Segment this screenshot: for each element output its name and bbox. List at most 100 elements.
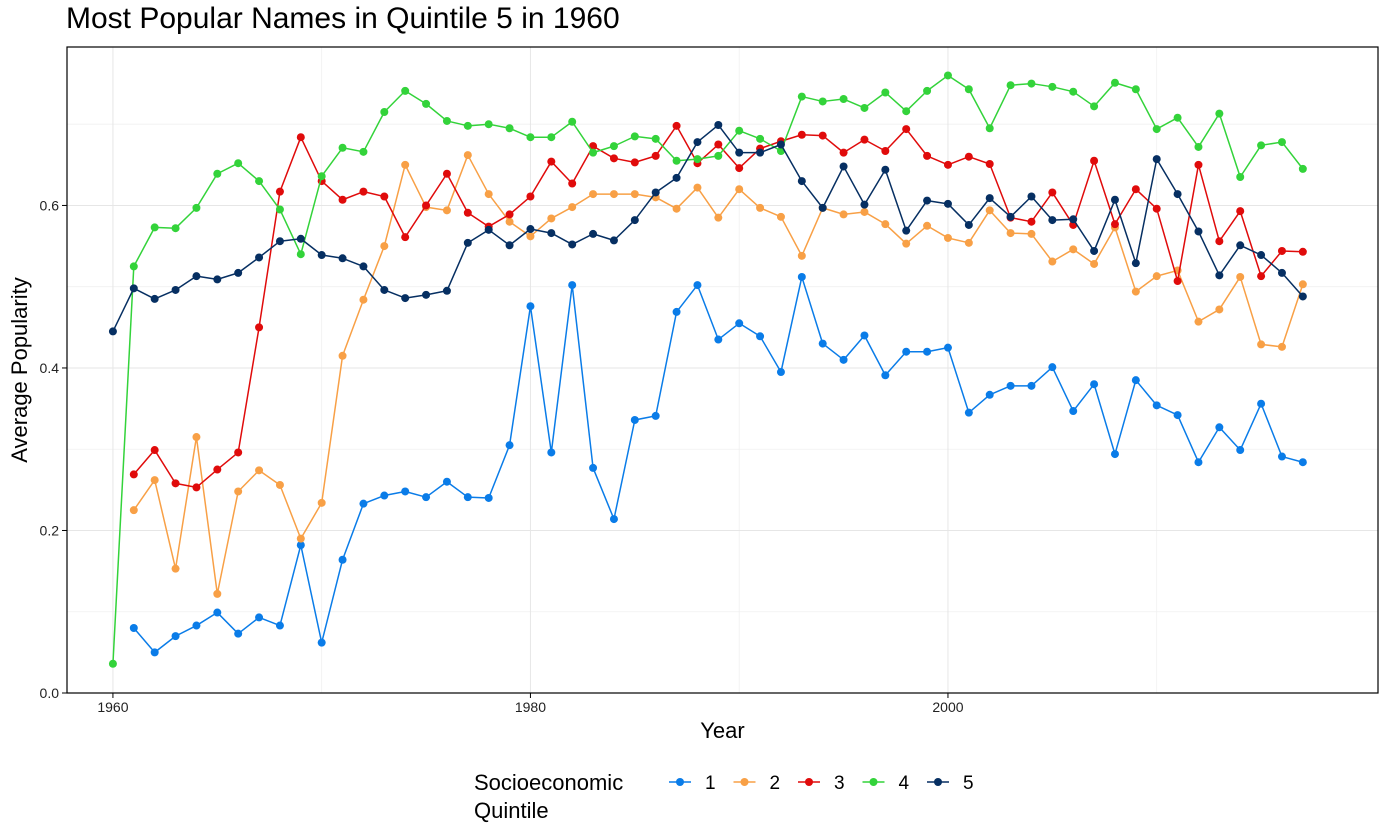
data-point: [818, 203, 827, 212]
data-point: [1027, 229, 1036, 238]
data-point: [213, 169, 222, 178]
data-point: [756, 148, 765, 157]
data-point: [714, 335, 723, 344]
data-point: [1152, 272, 1161, 281]
data-point: [422, 290, 431, 299]
data-point: [1069, 245, 1078, 254]
data-point: [1152, 125, 1161, 134]
data-point: [171, 224, 180, 233]
data-point: [1194, 458, 1203, 467]
data-point: [255, 323, 264, 332]
legend-label: 4: [899, 773, 910, 794]
data-point: [568, 117, 577, 126]
series-2: [129, 151, 1307, 598]
data-point: [651, 188, 660, 197]
legend-label: 2: [770, 773, 781, 794]
data-point: [359, 499, 368, 508]
data-point: [1194, 317, 1203, 326]
data-point: [255, 177, 264, 186]
data-point: [860, 200, 869, 209]
data-point: [985, 194, 994, 203]
data-point: [338, 143, 347, 152]
legend-label: 1: [705, 773, 716, 794]
data-point: [985, 206, 994, 215]
data-point: [484, 225, 493, 234]
data-point: [672, 307, 681, 316]
legend-item-1: 1: [669, 773, 716, 794]
data-point: [296, 234, 305, 243]
legend-item-4: 4: [862, 773, 910, 794]
data-point: [1277, 138, 1286, 147]
data-point: [797, 251, 806, 260]
data-point: [192, 621, 201, 630]
data-point: [630, 158, 639, 167]
data-point: [380, 192, 389, 201]
data-point: [275, 621, 284, 630]
data-point: [797, 177, 806, 186]
data-point: [651, 411, 660, 420]
data-point: [589, 190, 598, 199]
data-point: [1215, 305, 1224, 314]
data-point: [338, 254, 347, 263]
data-point: [213, 608, 222, 617]
legend-title-line: Quintile: [474, 798, 549, 823]
data-point: [401, 233, 410, 242]
data-point: [1006, 229, 1015, 238]
data-point: [735, 126, 744, 135]
y-tick-label: 0.0: [40, 685, 60, 701]
data-point: [693, 281, 702, 290]
data-point: [442, 286, 451, 295]
x-axis-title: Year: [700, 718, 744, 743]
data-point: [1298, 280, 1307, 289]
data-point: [380, 491, 389, 500]
data-point: [1194, 142, 1203, 151]
data-point: [693, 155, 702, 164]
grid-lines: [67, 47, 1378, 694]
data-point: [714, 121, 723, 130]
data-point: [359, 295, 368, 304]
data-point: [568, 281, 577, 290]
data-point: [1215, 109, 1224, 118]
data-point: [1298, 164, 1307, 173]
data-point: [547, 229, 556, 238]
data-point: [630, 132, 639, 141]
legend-item-2: 2: [733, 773, 781, 794]
data-point: [1194, 160, 1203, 169]
data-point: [1090, 246, 1099, 255]
data-point: [1006, 381, 1015, 390]
data-point: [735, 319, 744, 328]
data-point: [547, 448, 556, 457]
data-point: [484, 120, 493, 129]
data-point: [609, 515, 618, 524]
data-point: [839, 162, 848, 171]
data-point: [171, 479, 180, 488]
data-point: [234, 487, 243, 496]
data-point: [338, 351, 347, 360]
data-point: [1215, 271, 1224, 280]
data-point: [923, 196, 932, 205]
data-point: [756, 332, 765, 341]
data-point: [401, 160, 410, 169]
data-point: [881, 220, 890, 229]
data-point: [735, 148, 744, 157]
data-point: [1236, 173, 1245, 182]
data-point: [1048, 257, 1057, 266]
data-point: [505, 441, 514, 450]
series-line-1: [133, 276, 1304, 654]
legend-key-point: [805, 778, 813, 786]
data-point: [902, 347, 911, 356]
data-point: [1048, 363, 1057, 372]
data-point: [943, 199, 952, 208]
data-point: [317, 172, 326, 181]
data-point: [317, 638, 326, 647]
data-point: [1194, 227, 1203, 236]
data-point: [881, 147, 890, 156]
data-point: [171, 285, 180, 294]
data-point: [463, 151, 472, 160]
data-point: [1027, 192, 1036, 201]
legend-title-line: Socioeconomic: [474, 770, 623, 795]
data-point: [776, 368, 785, 377]
data-point: [1027, 381, 1036, 390]
data-point: [213, 589, 222, 598]
data-point: [1110, 78, 1119, 87]
